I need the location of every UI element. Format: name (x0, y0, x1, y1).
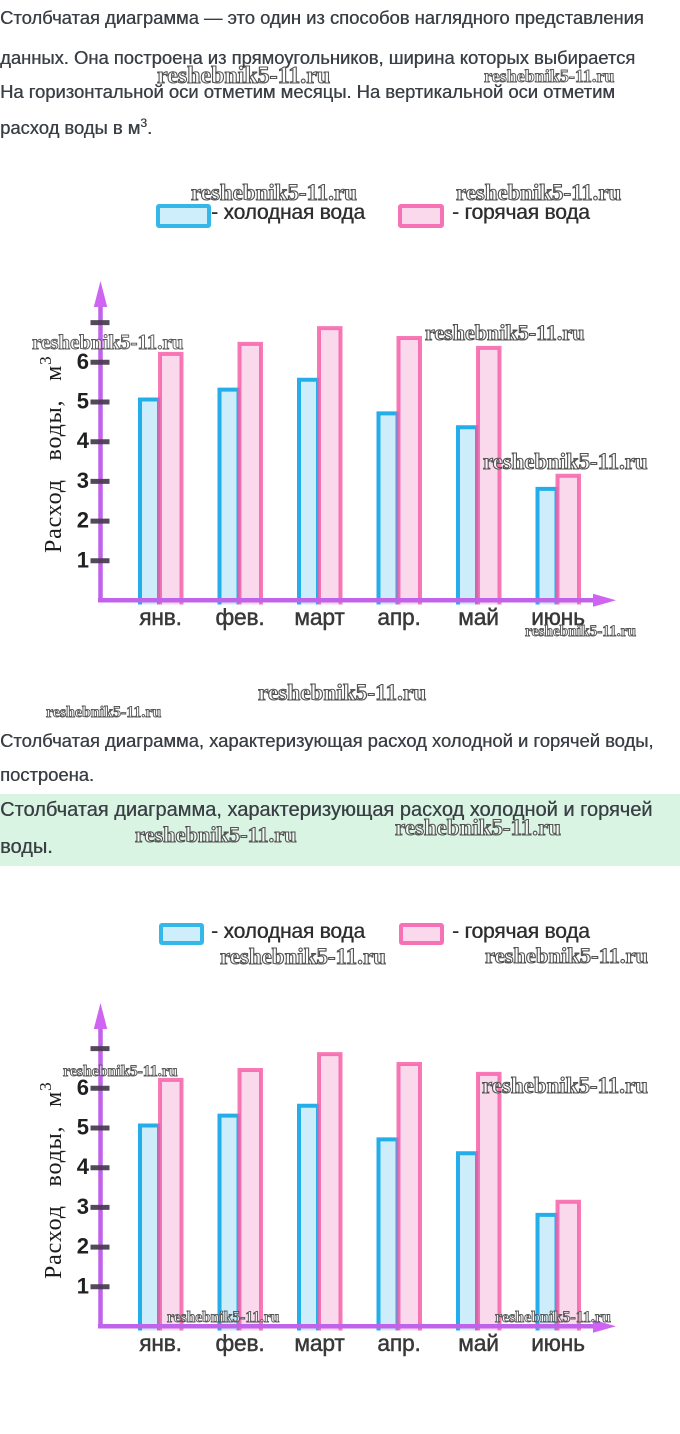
svg-text:3: 3 (77, 1194, 89, 1219)
svg-text:апр.: апр. (377, 604, 420, 630)
svg-text:5: 5 (77, 389, 89, 414)
svg-text:май: май (458, 1330, 499, 1356)
svg-text:1: 1 (77, 547, 89, 572)
svg-text:Расход воды, м3: Расход воды, м3 (36, 356, 67, 553)
svg-text:5: 5 (77, 1115, 89, 1140)
svg-text:март: март (294, 1330, 345, 1356)
svg-text:фев.: фев. (215, 604, 264, 630)
svg-text:июнь: июнь (531, 1330, 585, 1356)
svg-text:4: 4 (77, 1154, 90, 1179)
svg-text:2: 2 (77, 508, 89, 533)
svg-text:май: май (458, 604, 499, 630)
svg-text:6: 6 (77, 1075, 89, 1100)
svg-text:апр.: апр. (377, 1330, 420, 1356)
svg-text:Расход воды, м3: Расход воды, м3 (36, 1082, 67, 1279)
svg-text:июнь: июнь (531, 604, 585, 630)
svg-text:янв.: янв. (139, 1330, 182, 1356)
svg-text:6: 6 (77, 349, 89, 374)
svg-text:1: 1 (77, 1273, 89, 1298)
svg-text:фев.: фев. (215, 1330, 264, 1356)
svg-text:янв.: янв. (139, 604, 182, 630)
svg-text:3: 3 (77, 468, 89, 493)
svg-text:4: 4 (77, 428, 90, 453)
svg-text:март: март (294, 604, 345, 630)
svg-text:2: 2 (77, 1234, 89, 1259)
